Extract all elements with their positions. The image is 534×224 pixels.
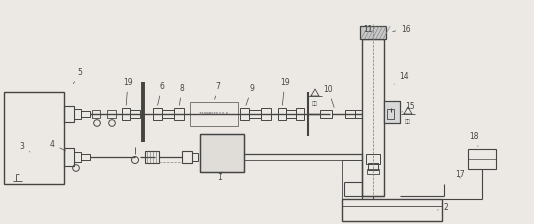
Bar bbox=[64, 148, 74, 166]
Bar bbox=[360, 26, 386, 39]
Bar bbox=[286, 110, 296, 118]
Bar bbox=[261, 108, 271, 120]
Bar bbox=[387, 109, 394, 119]
Text: 焊接: 焊接 bbox=[312, 101, 318, 106]
Bar bbox=[81, 111, 90, 117]
Bar bbox=[92, 110, 100, 118]
Bar bbox=[249, 110, 261, 118]
Text: 9: 9 bbox=[246, 84, 254, 105]
Text: 5: 5 bbox=[73, 67, 82, 84]
Text: 1: 1 bbox=[218, 172, 222, 181]
Bar bbox=[345, 110, 355, 118]
Text: 19: 19 bbox=[123, 78, 133, 105]
Text: 11: 11 bbox=[363, 24, 373, 34]
Bar bbox=[296, 108, 304, 120]
Bar bbox=[192, 153, 198, 161]
Bar bbox=[384, 101, 400, 123]
Bar bbox=[81, 154, 90, 160]
Bar bbox=[200, 134, 244, 172]
Text: 19: 19 bbox=[280, 78, 290, 105]
Bar bbox=[190, 102, 238, 126]
Bar bbox=[162, 110, 174, 118]
Bar bbox=[122, 108, 130, 120]
Text: 4: 4 bbox=[50, 140, 66, 151]
Bar bbox=[145, 151, 159, 163]
Text: 8: 8 bbox=[179, 84, 184, 105]
Bar bbox=[278, 108, 286, 120]
Bar bbox=[355, 110, 362, 118]
Text: 焊接: 焊接 bbox=[405, 118, 411, 123]
Bar bbox=[366, 154, 380, 164]
Bar bbox=[4, 92, 64, 184]
Text: 120MB7513-5: 120MB7513-5 bbox=[199, 112, 229, 116]
Text: 2: 2 bbox=[437, 202, 449, 211]
Bar bbox=[64, 106, 74, 122]
Bar bbox=[368, 163, 378, 170]
Bar bbox=[362, 39, 384, 196]
Text: 7: 7 bbox=[215, 82, 221, 99]
Bar bbox=[153, 108, 162, 120]
Text: 10: 10 bbox=[323, 84, 334, 107]
Bar bbox=[74, 109, 81, 119]
Bar bbox=[107, 110, 116, 118]
Bar bbox=[367, 169, 379, 174]
Bar bbox=[320, 110, 332, 118]
Bar bbox=[240, 108, 249, 120]
Bar bbox=[200, 134, 244, 172]
Bar bbox=[74, 152, 81, 162]
Bar bbox=[174, 108, 184, 120]
Text: 6: 6 bbox=[158, 82, 164, 105]
Text: 14: 14 bbox=[394, 71, 409, 84]
Text: 15: 15 bbox=[402, 101, 415, 112]
Text: 18: 18 bbox=[469, 131, 479, 146]
Text: 16: 16 bbox=[392, 24, 411, 34]
Text: 3: 3 bbox=[20, 142, 30, 152]
Bar bbox=[130, 110, 140, 118]
Bar bbox=[342, 199, 442, 221]
Text: 17: 17 bbox=[455, 170, 465, 179]
Bar bbox=[384, 101, 400, 123]
Bar bbox=[468, 149, 496, 169]
Bar bbox=[182, 151, 192, 163]
